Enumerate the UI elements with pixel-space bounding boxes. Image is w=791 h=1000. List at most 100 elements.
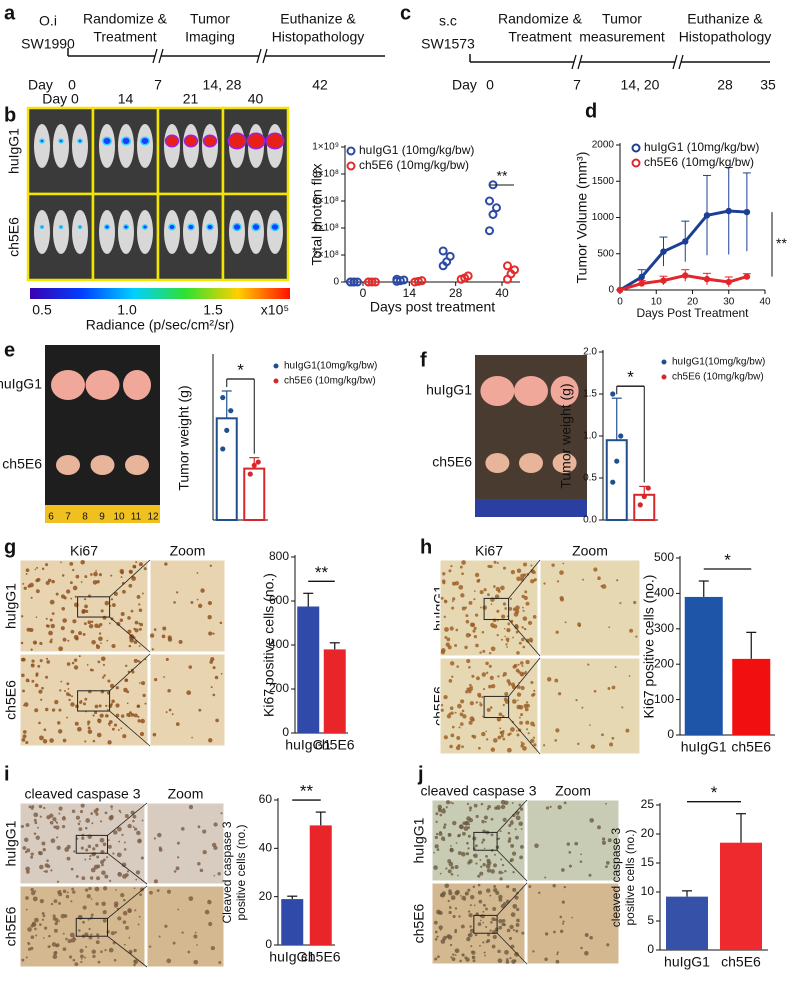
ihc-image-cell [520, 713, 524, 717]
ihc-image-cell [21, 673, 25, 678]
signal [103, 224, 111, 230]
ihc-image-cell [71, 661, 75, 665]
ihc-image-cell [456, 665, 460, 668]
ihc-zoom-cell [207, 601, 213, 606]
ihc-image-cell [43, 728, 47, 732]
ihc-image-cell [502, 703, 505, 707]
ihc-image-cell [454, 928, 458, 932]
ihc-image-cell [58, 892, 63, 897]
ihc-zoom-cell [158, 848, 163, 852]
ihc-image-cell [505, 637, 510, 642]
ihc-image-cell [508, 823, 512, 828]
ihc-image-cell [133, 640, 138, 644]
ihc-image-cell [120, 576, 123, 578]
mouse [267, 210, 283, 254]
ihc-image-cell [98, 704, 102, 708]
ihc-image-cell [25, 866, 30, 872]
x-tick-label: huIgG1 [285, 737, 331, 753]
tumor [485, 453, 510, 473]
tumor [552, 453, 577, 473]
ihc-image-cell [514, 828, 517, 831]
ruler-label: 7 [65, 512, 71, 523]
ihc-image-cell [108, 947, 114, 953]
ihc-image-cell [524, 707, 529, 712]
ihc-image-cell [525, 701, 529, 704]
mouse [99, 124, 115, 168]
ihc-image-cell [512, 887, 517, 892]
ihc-image-cell [29, 582, 34, 588]
y-tick-label: 400 [269, 637, 289, 651]
mouse [202, 210, 218, 254]
ihc-image-cell [515, 835, 519, 840]
panel-letter: a [4, 2, 16, 24]
ihc-image-cell [500, 858, 503, 861]
ihc-zoom-cell [577, 742, 580, 746]
ihc-image-cell [475, 701, 478, 704]
ihc-zoom-cell [166, 958, 172, 964]
ihc-image-cell [132, 576, 135, 579]
ihc-image-cell [498, 894, 503, 900]
ihc-image-cell [91, 949, 96, 954]
ihc-image-cell [445, 800, 451, 805]
ihc-image-cell [492, 738, 498, 743]
ihc-image-cell [134, 827, 138, 831]
ihc-image-cell [439, 872, 442, 875]
zoom-connector [496, 849, 528, 882]
ihc-image-cell [79, 700, 83, 704]
ihc-zoom-cell [218, 961, 222, 964]
data-point [463, 271, 473, 281]
ihc-zoom-cell [555, 630, 559, 634]
ihc-image-cell [496, 609, 500, 613]
data-point [485, 226, 494, 236]
ihc-image-cell [434, 957, 438, 961]
ihc-image-cell [73, 658, 78, 662]
ihc-zoom-cell [587, 663, 590, 666]
x-axis-label: Days post treatment [370, 299, 495, 315]
ihc-zoom-cell [611, 736, 615, 740]
ihc-image-cell [80, 954, 84, 959]
ihc-image-cell [138, 562, 143, 567]
ihc-image-cell [80, 958, 83, 960]
ihc-image-cell [74, 595, 77, 598]
ihc-image-cell [32, 640, 37, 645]
ihc-image-cell [85, 609, 89, 614]
ihc-zoom-cell [176, 591, 179, 594]
ihc-zoom-cell [555, 959, 560, 964]
ihc-image-cell [75, 874, 79, 878]
mouse [229, 210, 245, 254]
ihc-image-cell [484, 820, 487, 823]
ihc-image-cell [490, 920, 493, 924]
ihc-image-cell [135, 561, 138, 564]
y-tick-label: 0 [667, 727, 674, 741]
colorbar-title: Radiance (p/sec/cm²/sr) [86, 317, 235, 333]
ihc-image-cell [512, 870, 515, 874]
row-label: huIgG1 [6, 128, 22, 174]
ihc-image-cell [48, 934, 51, 938]
ihc-image-cell [483, 688, 486, 691]
ihc-image-cell [504, 607, 507, 610]
ruler-label: 11 [131, 512, 142, 523]
ihc-image-cell [82, 632, 86, 636]
ihc-image-cell [97, 936, 100, 940]
ihc-image-cell [477, 890, 483, 895]
row-label: ch5E6 [3, 906, 19, 946]
tumor [125, 455, 149, 475]
ihc-image-cell [90, 933, 93, 936]
ihc-image-cell [506, 646, 508, 648]
ihc-image-cell [102, 858, 106, 862]
ihc-image-cell [469, 925, 472, 928]
ihc-image-cell [454, 948, 460, 954]
ihc-image-cell [56, 845, 61, 850]
ihc-image-cell [518, 803, 522, 807]
legend-label: huIgG1(10mg/kg/bw) [672, 357, 765, 368]
y-tick-label: 0 [647, 942, 654, 956]
ihc-image-cell [472, 885, 476, 888]
ihc-image-cell [449, 847, 454, 853]
ihc-zoom-cell [193, 934, 198, 939]
zoom-box [483, 695, 510, 719]
x-tick-label: 40 [495, 286, 509, 300]
ihc-image-cell [450, 801, 453, 804]
ihc-image-cell [483, 847, 486, 850]
colorbar-label: 1.5 [203, 302, 223, 318]
ihc-image-cell [482, 921, 485, 924]
